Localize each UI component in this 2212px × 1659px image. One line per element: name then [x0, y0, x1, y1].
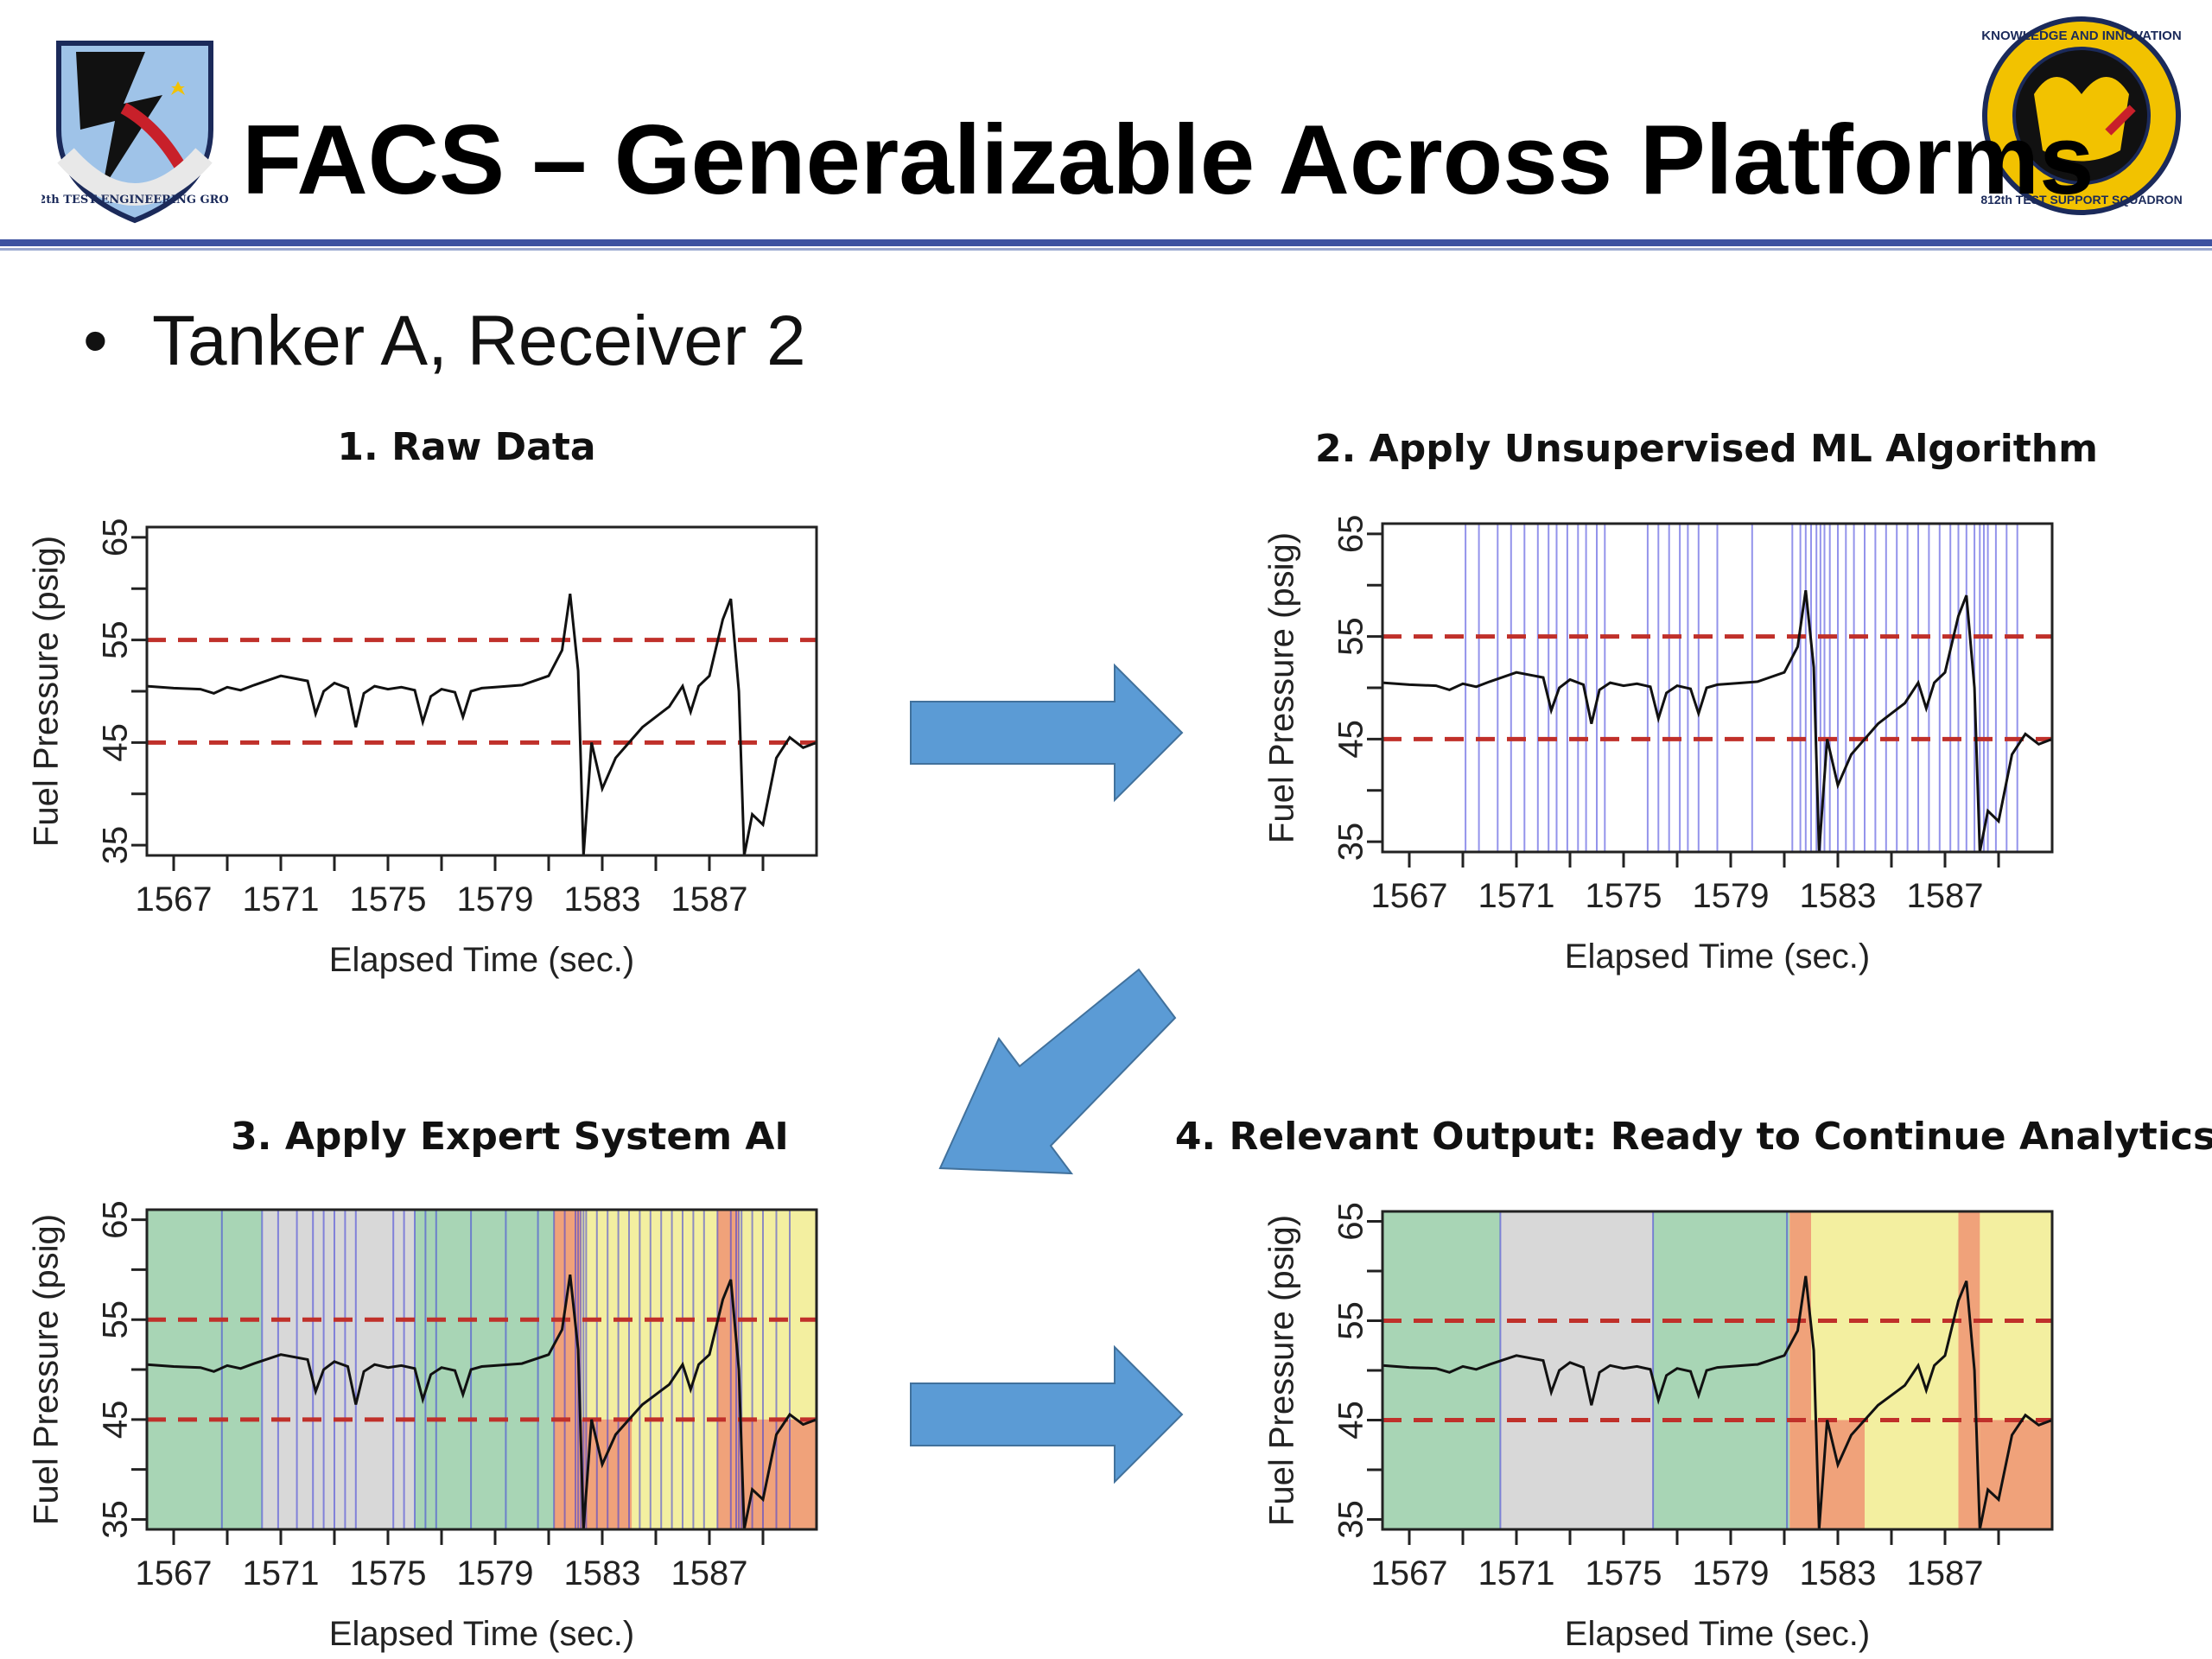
logo-right-text-bottom: 812th TEST SUPPORT SQUADRON [1980, 193, 2182, 207]
y-tick-label: 35 [97, 826, 135, 865]
x-tick-label: 1583 [564, 1554, 641, 1592]
bullet-dot: • [83, 302, 108, 380]
y-tick-label: 65 [97, 1200, 135, 1239]
x-tick-label: 1579 [457, 1554, 534, 1592]
x-tick-label: 1579 [457, 880, 534, 918]
arrow-down-left-icon [938, 968, 1177, 1175]
region-band [1980, 1420, 2052, 1529]
chart-raw-data: 1567 1571 1575 1579 1583 1587 35 45 55 65 Elapsed … [28, 518, 818, 979]
x-axis-label: Elapsed Time (sec.) [1565, 1615, 1870, 1653]
x-tick-label: 1575 [350, 880, 427, 918]
y-axis-label: Fuel Pressure (psig) [1263, 1215, 1301, 1526]
y-tick-label: 65 [1332, 515, 1370, 554]
y-tick-label: 35 [1332, 1500, 1370, 1539]
x-tick-label: 1583 [1800, 877, 1877, 915]
y-tick-label: 45 [1332, 720, 1370, 759]
region-band [262, 1210, 415, 1529]
x-tick-label: 1575 [1586, 877, 1662, 915]
region-band [1958, 1211, 1980, 1529]
x-tick-label: 1583 [1800, 1554, 1877, 1592]
fuel-pressure-line [1382, 1275, 2053, 1530]
chart-unsupervised-ml: 1567 1571 1575 1579 1583 1587 35 45 55 65 Elapsed … [1263, 515, 2054, 976]
x-tick-label: 1571 [1478, 877, 1555, 915]
x-tick-label: 1575 [1586, 1554, 1662, 1592]
y-tick-label: 35 [97, 1500, 135, 1539]
x-tick-label: 1579 [1693, 877, 1770, 915]
x-tick-label: 1567 [1371, 877, 1448, 915]
region-band [739, 1419, 817, 1529]
y-tick-label: 65 [97, 518, 135, 557]
squadron-emblem-icon: KNOWLEDGE AND INNOVATION 812th TEST SUPP… [1980, 16, 2183, 215]
panel-title-2: 2. Apply Unsupervised ML Algorithm [1315, 427, 2098, 471]
logo-right-text-top: KNOWLEDGE AND INNOVATION [1981, 29, 2181, 43]
x-tick-label: 1567 [136, 880, 213, 918]
fuel-pressure-line [146, 1274, 817, 1530]
region-band [1500, 1211, 1654, 1529]
plot-frame [145, 525, 818, 857]
title-rule [0, 239, 2212, 246]
x-tick-label: 1587 [671, 1554, 748, 1592]
x-tick-label: 1587 [1907, 1554, 1984, 1592]
y-tick-label: 55 [97, 620, 135, 659]
x-tick-label: 1579 [1693, 1554, 1770, 1592]
region-band [1789, 1211, 1811, 1529]
x-tick-label: 1583 [564, 880, 641, 918]
y-tick-label: 55 [1332, 617, 1370, 656]
bullet-item: • Tanker A, Receiver 2 [83, 301, 806, 382]
y-tick-label: 45 [97, 1401, 135, 1440]
region-band [717, 1210, 740, 1529]
panel-title-4: 4. Relevant Output: Ready to Continue An… [1174, 1115, 2212, 1159]
region-band [554, 1210, 582, 1529]
y-axis-label: Fuel Pressure (psig) [28, 536, 66, 847]
bullet-text: Tanker A, Receiver 2 [152, 302, 806, 380]
fuel-pressure-line [1382, 589, 2053, 853]
chart-expert-system: 1567 1571 1575 1579 1583 1587 35 45 55 65 Elapsed … [28, 1200, 818, 1653]
y-axis-label: Fuel Pressure (psig) [1263, 532, 1301, 843]
y-tick-label: 55 [97, 1300, 135, 1339]
panel-title-1: 1. Raw Data [337, 425, 596, 469]
x-tick-label: 1587 [671, 880, 748, 918]
x-axis-label: Elapsed Time (sec.) [329, 941, 634, 979]
x-axis-label: Elapsed Time (sec.) [329, 1615, 634, 1653]
panel-title-3: 3. Apply Expert System AI [231, 1115, 789, 1159]
y-tick-label: 55 [1332, 1301, 1370, 1340]
slide-title: FACS – Generalizable Across Platforms [242, 105, 2094, 215]
y-tick-label: 35 [1332, 823, 1370, 861]
chart-relevant-output: 1567 1571 1575 1579 1583 1587 35 45 55 65 Elapsed … [1263, 1202, 2054, 1653]
y-tick-label: 65 [1332, 1202, 1370, 1241]
shield-lightning-icon: 412th TEST ENGINEERING GROUP [41, 41, 228, 224]
x-tick-label: 1571 [243, 1554, 320, 1592]
arrow-right-icon [910, 1344, 1184, 1484]
y-tick-label: 45 [97, 723, 135, 762]
fuel-pressure-line [146, 593, 817, 856]
title-rule-thin [0, 248, 2212, 251]
x-tick-label: 1575 [350, 1554, 427, 1592]
x-tick-label: 1571 [1478, 1554, 1555, 1592]
x-axis-label: Elapsed Time (sec.) [1565, 938, 1870, 976]
x-tick-label: 1567 [136, 1554, 213, 1592]
arrow-right-icon [910, 663, 1184, 803]
y-axis-label: Fuel Pressure (psig) [28, 1214, 66, 1525]
x-tick-label: 1567 [1371, 1554, 1448, 1592]
x-tick-label: 1587 [1907, 877, 1984, 915]
y-tick-label: 45 [1332, 1401, 1370, 1440]
x-tick-label: 1571 [243, 880, 320, 918]
logo-left-text: 412th TEST ENGINEERING GROUP [41, 194, 228, 207]
